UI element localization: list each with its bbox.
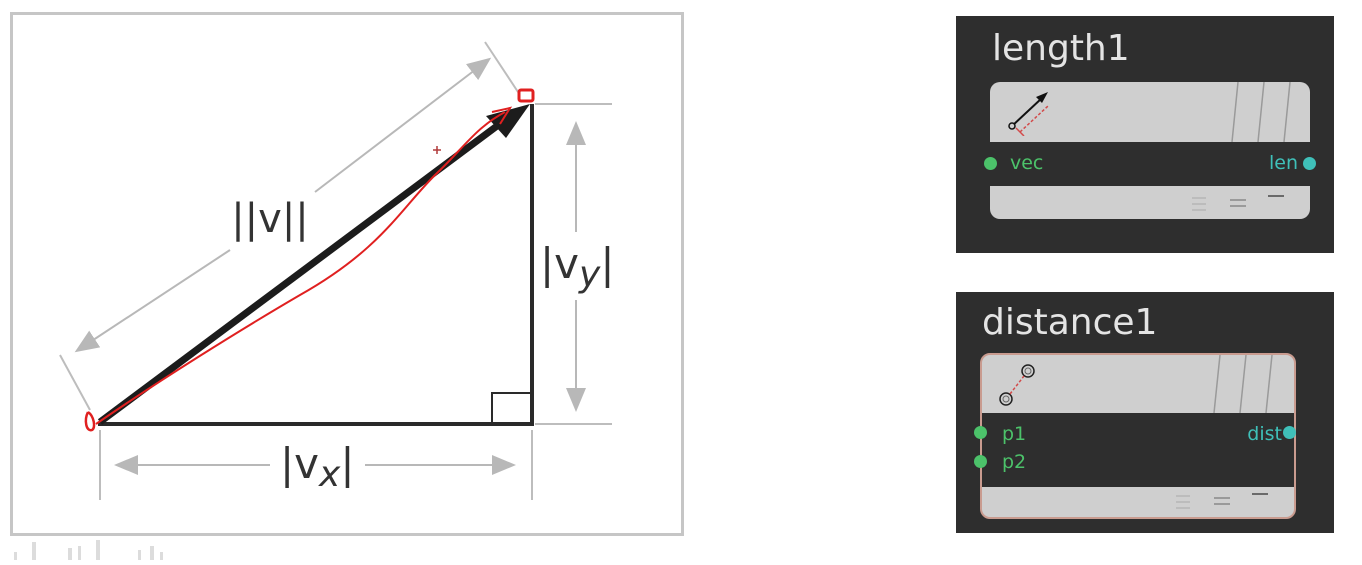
extension-line-hyp-start [59,354,91,411]
extension-line-hyp-end [484,41,519,93]
red-annotation-stroke [95,111,506,425]
port-label-p1: p1 [1002,423,1027,445]
vector-length-icon [1008,92,1049,136]
port-label-len: len [1268,152,1298,174]
horizontal-label-subscript: x [318,454,341,495]
output-port-len[interactable] [1303,157,1316,170]
horizontal-label: |vx| [280,439,354,495]
display-flag-icon [1176,493,1268,509]
red-annotation-arrowhead [491,106,513,125]
distance-node-panel[interactable]: distance1 p1 p2 dist [956,292,1334,533]
point-distance-icon [999,364,1035,406]
horizontal-label-base: |v [280,439,319,488]
length-node-body[interactable]: vec len [990,82,1310,219]
node-body-stripes [1231,82,1291,142]
vertical-label-base: |v [540,239,579,288]
vertical-label-bar: | [600,239,614,288]
vertical-label-subscript: y [578,254,601,295]
input-port-p1[interactable] [974,426,987,439]
red-startpoint-marker [84,410,96,432]
vector-arrowhead [486,104,530,138]
vector-diagram: ||v|| |vy| |vx| [14,41,614,560]
vector-arrow-shaft [97,117,508,425]
right-angle-marker [491,392,530,424]
length-node-ports: vec len [990,142,1310,186]
port-label-p2: p2 [1002,451,1027,473]
output-port-dist[interactable] [1283,426,1296,439]
port-label-dist: dist [1247,423,1282,445]
cursor-crosshair-icon [433,146,441,154]
display-flag-icon [1192,195,1284,211]
hypotenuse-label: ||v|| [231,196,309,242]
distance-node-ports: p1 p2 dist [982,413,1294,487]
port-label-vec: vec [1010,152,1044,174]
red-endpoint-marker [517,88,535,103]
vector-diagram-frame [10,12,684,536]
node-body-stripes [1213,355,1273,413]
vertical-label: |vy| [540,239,614,295]
distance-node-body[interactable]: p1 p2 dist [980,353,1296,519]
distance-node-title: distance1 [982,302,1158,343]
length-node-panel[interactable]: length1 vec len [956,16,1334,253]
hypotenuse-dimension-arrow-a [74,249,231,353]
faint-artifact-marks [14,540,163,560]
input-port-vec[interactable] [984,157,997,170]
length-node-title: length1 [992,28,1130,69]
hypotenuse-dimension-arrow-b [314,57,492,193]
input-port-p2[interactable] [974,455,987,468]
horizontal-label-bar: | [340,439,354,488]
